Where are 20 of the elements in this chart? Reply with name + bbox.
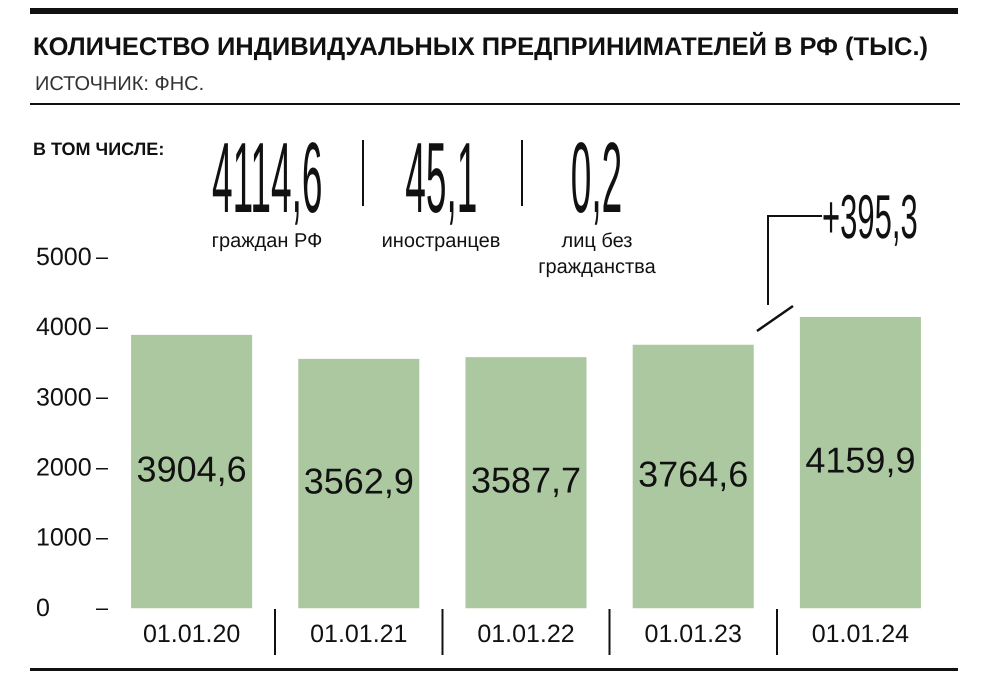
x-tick-label: 01.01.24 xyxy=(812,620,910,648)
y-tick-label: 3000 xyxy=(36,383,92,412)
data-label: 3587,7 xyxy=(470,460,582,501)
text: В ТОМ ЧИСЛЕ: xyxy=(33,139,164,159)
y-tick-label: 5000 xyxy=(36,242,92,271)
y-tick-label: 2000 xyxy=(36,453,92,482)
x-tick-label: 01.01.20 xyxy=(142,620,240,648)
text: ИСТОЧНИК: ФНС. xyxy=(35,73,204,95)
y-tick-label: 4000 xyxy=(36,313,92,342)
x-tick-label: 01.01.21 xyxy=(310,620,408,648)
data-label: 3904,6 xyxy=(136,448,247,490)
y-tick-label: 1000 xyxy=(36,524,92,552)
chart-title: КОЛИЧЕСТВО ИНДИВИДУАЛЬНЫХ ПРЕДПРИНИМАТЕЛЕЙ В РФ (ТЫС.) xyxy=(33,33,928,61)
data-label: 3562,9 xyxy=(304,460,414,502)
data-label: 3764,6 xyxy=(638,453,748,494)
y-tick-label: 0 xyxy=(36,594,50,622)
x-tick-label: 01.01.23 xyxy=(644,620,742,648)
text: +395,3 xyxy=(822,183,918,252)
x-tick-label: 01.01.22 xyxy=(477,620,575,648)
data-label: 4159,9 xyxy=(805,440,916,481)
